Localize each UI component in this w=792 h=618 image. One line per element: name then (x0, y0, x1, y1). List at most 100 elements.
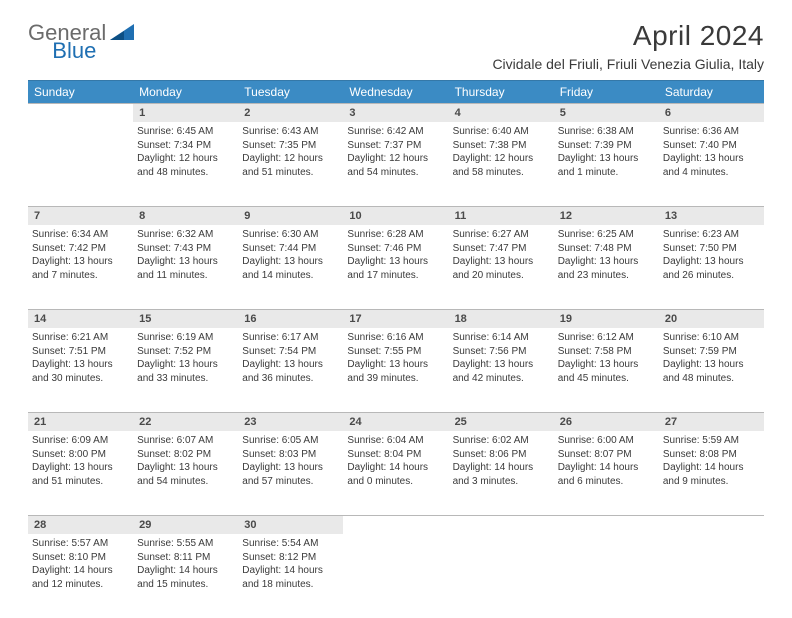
day-cell: Sunrise: 6:02 AMSunset: 8:06 PMDaylight:… (449, 431, 554, 515)
day-number-cell: 30 (238, 515, 343, 534)
day-number-cell: 15 (133, 309, 238, 328)
day-ss: Sunset: 7:38 PM (453, 139, 550, 153)
day-number-cell: 17 (343, 309, 448, 328)
day-d2: and 14 minutes. (242, 269, 339, 283)
week-daynum-row: 282930 (28, 515, 764, 534)
day-ss: Sunset: 7:43 PM (137, 242, 234, 256)
day-number-cell (449, 515, 554, 534)
day-sr: Sunrise: 6:02 AM (453, 434, 550, 448)
day-number-cell: 4 (449, 103, 554, 122)
day-d2: and 15 minutes. (137, 578, 234, 592)
day-number: 27 (659, 412, 764, 431)
day-number-cell: 16 (238, 309, 343, 328)
day-d1: Daylight: 13 hours (558, 255, 655, 269)
day-body: Sunrise: 6:05 AMSunset: 8:03 PMDaylight:… (238, 431, 343, 494)
day-d2: and 18 minutes. (242, 578, 339, 592)
day-sr: Sunrise: 6:34 AM (32, 228, 129, 242)
day-number: 24 (343, 412, 448, 431)
day-d1: Daylight: 13 hours (663, 358, 760, 372)
weekday-sat: Saturday (659, 81, 764, 104)
day-body: Sunrise: 6:21 AMSunset: 7:51 PMDaylight:… (28, 328, 133, 391)
month-title: April 2024 (492, 20, 764, 52)
day-sr: Sunrise: 6:17 AM (242, 331, 339, 345)
day-ss: Sunset: 8:10 PM (32, 551, 129, 565)
day-body: Sunrise: 6:27 AMSunset: 7:47 PMDaylight:… (449, 225, 554, 288)
day-number-cell: 19 (554, 309, 659, 328)
day-cell: Sunrise: 6:43 AMSunset: 7:35 PMDaylight:… (238, 122, 343, 206)
day-ss: Sunset: 7:48 PM (558, 242, 655, 256)
day-sr: Sunrise: 6:38 AM (558, 125, 655, 139)
day-d2: and 11 minutes. (137, 269, 234, 283)
day-number: 23 (238, 412, 343, 431)
day-body: Sunrise: 5:54 AMSunset: 8:12 PMDaylight:… (238, 534, 343, 597)
day-number: 2 (238, 103, 343, 122)
day-cell: Sunrise: 6:21 AMSunset: 7:51 PMDaylight:… (28, 328, 133, 412)
logo-triangle-icon (110, 22, 134, 45)
day-number-cell: 5 (554, 103, 659, 122)
day-d2: and 3 minutes. (453, 475, 550, 489)
day-ss: Sunset: 8:12 PM (242, 551, 339, 565)
day-sr: Sunrise: 6:40 AM (453, 125, 550, 139)
day-d1: Daylight: 13 hours (663, 255, 760, 269)
day-ss: Sunset: 7:52 PM (137, 345, 234, 359)
day-d2: and 45 minutes. (558, 372, 655, 386)
day-cell (343, 534, 448, 618)
day-number-cell: 20 (659, 309, 764, 328)
day-d2: and 7 minutes. (32, 269, 129, 283)
day-d1: Daylight: 12 hours (137, 152, 234, 166)
day-number-cell (659, 515, 764, 534)
day-number-cell: 14 (28, 309, 133, 328)
day-number-cell: 23 (238, 412, 343, 431)
day-body: Sunrise: 6:42 AMSunset: 7:37 PMDaylight:… (343, 122, 448, 185)
day-number: 3 (343, 103, 448, 122)
day-ss: Sunset: 7:40 PM (663, 139, 760, 153)
day-d2: and 9 minutes. (663, 475, 760, 489)
day-d1: Daylight: 13 hours (242, 255, 339, 269)
day-sr: Sunrise: 6:45 AM (137, 125, 234, 139)
week-body-row: Sunrise: 6:45 AMSunset: 7:34 PMDaylight:… (28, 122, 764, 206)
day-number: 4 (449, 103, 554, 122)
day-body: Sunrise: 6:40 AMSunset: 7:38 PMDaylight:… (449, 122, 554, 185)
day-d2: and 0 minutes. (347, 475, 444, 489)
day-sr: Sunrise: 5:55 AM (137, 537, 234, 551)
day-number: 20 (659, 309, 764, 328)
day-d2: and 42 minutes. (453, 372, 550, 386)
day-sr: Sunrise: 6:00 AM (558, 434, 655, 448)
day-number-cell: 18 (449, 309, 554, 328)
day-d2: and 23 minutes. (558, 269, 655, 283)
day-d1: Daylight: 13 hours (453, 255, 550, 269)
day-number: 17 (343, 309, 448, 328)
day-body: Sunrise: 6:07 AMSunset: 8:02 PMDaylight:… (133, 431, 238, 494)
day-body: Sunrise: 6:09 AMSunset: 8:00 PMDaylight:… (28, 431, 133, 494)
day-number: 22 (133, 412, 238, 431)
day-body: Sunrise: 6:34 AMSunset: 7:42 PMDaylight:… (28, 225, 133, 288)
day-number-cell: 2 (238, 103, 343, 122)
day-number-cell: 1 (133, 103, 238, 122)
day-cell: Sunrise: 6:27 AMSunset: 7:47 PMDaylight:… (449, 225, 554, 309)
week-daynum-row: 14151617181920 (28, 309, 764, 328)
day-ss: Sunset: 8:00 PM (32, 448, 129, 462)
day-number-cell (554, 515, 659, 534)
day-ss: Sunset: 7:58 PM (558, 345, 655, 359)
logo: General Blue (28, 20, 182, 46)
day-d2: and 6 minutes. (558, 475, 655, 489)
day-number-cell (343, 515, 448, 534)
day-sr: Sunrise: 6:19 AM (137, 331, 234, 345)
day-body: Sunrise: 6:30 AMSunset: 7:44 PMDaylight:… (238, 225, 343, 288)
day-number: 10 (343, 206, 448, 225)
day-sr: Sunrise: 6:14 AM (453, 331, 550, 345)
day-d1: Daylight: 14 hours (242, 564, 339, 578)
day-ss: Sunset: 7:47 PM (453, 242, 550, 256)
day-cell: Sunrise: 6:42 AMSunset: 7:37 PMDaylight:… (343, 122, 448, 206)
day-body: Sunrise: 6:16 AMSunset: 7:55 PMDaylight:… (343, 328, 448, 391)
day-sr: Sunrise: 5:54 AM (242, 537, 339, 551)
day-body: Sunrise: 5:59 AMSunset: 8:08 PMDaylight:… (659, 431, 764, 494)
location-text: Cividale del Friuli, Friuli Venezia Giul… (492, 56, 764, 72)
day-d2: and 54 minutes. (137, 475, 234, 489)
week-body-row: Sunrise: 6:09 AMSunset: 8:00 PMDaylight:… (28, 431, 764, 515)
day-d2: and 48 minutes. (137, 166, 234, 180)
day-d1: Daylight: 13 hours (32, 358, 129, 372)
day-number: 26 (554, 412, 659, 431)
day-sr: Sunrise: 6:42 AM (347, 125, 444, 139)
day-sr: Sunrise: 6:10 AM (663, 331, 760, 345)
